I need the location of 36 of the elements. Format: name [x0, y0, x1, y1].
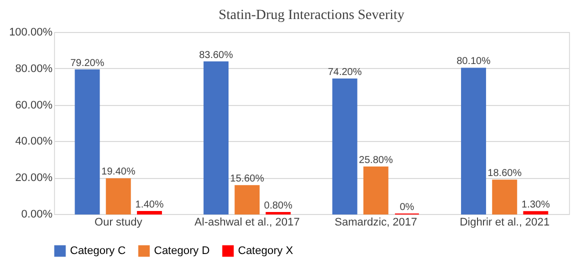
data-label: 74.20% [328, 66, 362, 78]
bar [204, 61, 229, 214]
bar [461, 68, 486, 214]
bar [136, 210, 162, 214]
data-label: 18.60% [488, 168, 522, 180]
legend-label: Category C [70, 245, 126, 257]
y-tick-label: 40.00% [15, 136, 53, 148]
bar [363, 166, 388, 214]
data-label: 25.80% [358, 155, 393, 166]
bar [523, 211, 548, 214]
data-label: 80.10% [456, 56, 491, 68]
y-tick-label: 0.00% [21, 208, 53, 220]
data-label: 0% [400, 202, 414, 213]
data-label: 1.30% [522, 200, 550, 211]
y-tick-label: 20.00% [15, 172, 53, 184]
x-tick-label: Samardzic, 2017 [334, 216, 418, 228]
data-label: 0.80% [264, 200, 292, 212]
chart-title: Statin-Drug Interactions Severity [218, 8, 404, 23]
data-label: 19.40% [101, 166, 136, 178]
data-label: 79.20% [70, 58, 104, 69]
bar [234, 185, 260, 214]
x-tick-label: Dighrir et al., 2021 [460, 216, 550, 228]
data-label: 83.60% [199, 50, 234, 61]
legend-label: Category D [154, 245, 210, 257]
bar [492, 180, 518, 214]
bar [332, 78, 358, 214]
bar [106, 178, 131, 214]
bar [74, 69, 100, 214]
x-tick-label: Al-ashwal et al., 2017 [194, 216, 300, 228]
y-tick-label: 80.00% [15, 62, 53, 75]
data-label: 1.40% [135, 199, 164, 210]
legend-label: Category X [238, 245, 294, 257]
y-tick-label: 60.00% [15, 99, 53, 112]
x-tick-label: Our study [94, 216, 143, 228]
data-label: 15.60% [230, 174, 264, 185]
y-tick-label: 100.00% [9, 26, 53, 38]
